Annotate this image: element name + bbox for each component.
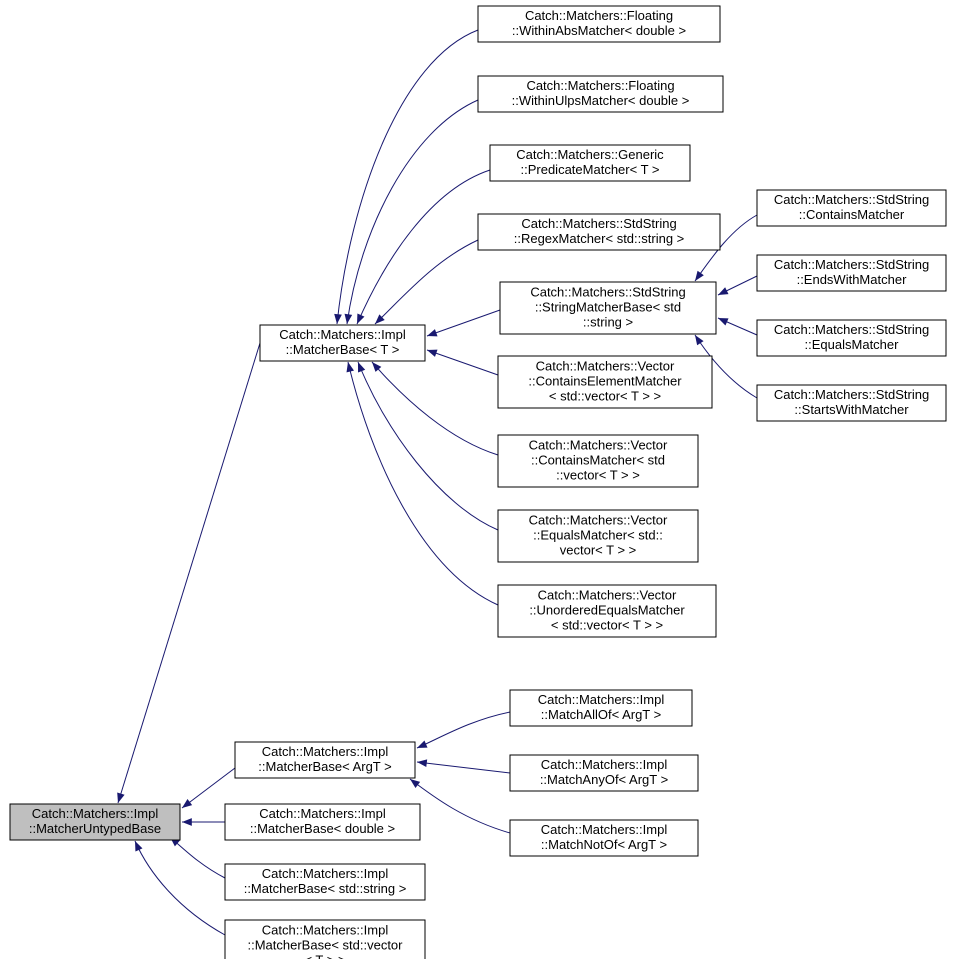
node-regex[interactable]: Catch::Matchers::StdString::RegexMatcher… bbox=[478, 214, 720, 250]
edge-strb-to-mbT bbox=[427, 310, 500, 336]
node-label: Catch::Matchers::Vector bbox=[529, 437, 668, 452]
node-label: ::ContainsMatcher< std bbox=[531, 452, 665, 467]
node-mall[interactable]: Catch::Matchers::Impl::MatchAllOf< ArgT … bbox=[510, 690, 692, 726]
node-label: Catch::Matchers::Vector bbox=[536, 358, 675, 373]
node-label: vector< T > > bbox=[560, 542, 636, 557]
node-sends[interactable]: Catch::Matchers::StdString::EndsWithMatc… bbox=[757, 255, 946, 291]
node-label: ::MatcherBase< double > bbox=[250, 821, 395, 836]
node-label: ::WithinUlpsMatcher< double > bbox=[512, 93, 690, 108]
edge-velem-to-mbT bbox=[427, 350, 498, 375]
node-mbStr[interactable]: Catch::Matchers::Impl::MatcherBase< std:… bbox=[225, 864, 425, 900]
node-label: Catch::Matchers::Floating bbox=[525, 8, 673, 23]
node-label: Catch::Matchers::Impl bbox=[541, 757, 668, 772]
node-label: ::MatchAllOf< ArgT > bbox=[541, 707, 661, 722]
node-label: Catch::Matchers::StdString bbox=[530, 284, 685, 299]
node-label: ::EqualsMatcher bbox=[805, 337, 900, 352]
node-label: ::ContainsElementMatcher bbox=[528, 373, 682, 388]
edge-vueq-to-mbT bbox=[347, 362, 498, 605]
node-label: ::MatchNotOf< ArgT > bbox=[541, 837, 667, 852]
node-vueq[interactable]: Catch::Matchers::Vector::UnorderedEquals… bbox=[498, 585, 716, 637]
node-scont[interactable]: Catch::Matchers::StdString::ContainsMatc… bbox=[757, 190, 946, 226]
node-label: ::MatcherBase< std::string > bbox=[244, 881, 407, 896]
node-velem[interactable]: Catch::Matchers::Vector::ContainsElement… bbox=[498, 356, 712, 408]
node-label: ::MatcherBase< std::vector bbox=[248, 937, 404, 952]
node-label: ::WithinAbsMatcher< double > bbox=[512, 23, 686, 38]
node-label: Catch::Matchers::Vector bbox=[529, 512, 668, 527]
node-label: < T > > bbox=[304, 952, 345, 959]
node-label: Catch::Matchers::Impl bbox=[32, 806, 159, 821]
edge-sends-to-strb bbox=[718, 276, 757, 295]
node-label: ::MatcherUntypedBase bbox=[29, 821, 161, 836]
edge-regex-to-mbT bbox=[375, 240, 478, 324]
node-label: Catch::Matchers::Impl bbox=[259, 806, 386, 821]
node-label: ::RegexMatcher< std::string > bbox=[514, 231, 685, 246]
node-mbVec[interactable]: Catch::Matchers::Impl::MatcherBase< std:… bbox=[225, 920, 425, 959]
edge-mnot-to-mbArgT bbox=[410, 779, 510, 833]
node-label: Catch::Matchers::Impl bbox=[262, 922, 389, 937]
node-mbArgT[interactable]: Catch::Matchers::Impl::MatcherBase< ArgT… bbox=[235, 742, 415, 778]
node-label: < std::vector< T > > bbox=[549, 388, 661, 403]
node-label: Catch::Matchers::Impl bbox=[541, 822, 668, 837]
node-label: Catch::Matchers::StdString bbox=[774, 192, 929, 207]
node-mbT[interactable]: Catch::Matchers::Impl::MatcherBase< T > bbox=[260, 325, 425, 361]
node-label: ::EndsWithMatcher bbox=[797, 272, 907, 287]
node-label: ::StartsWithMatcher bbox=[794, 402, 909, 417]
node-label: ::UnorderedEqualsMatcher bbox=[529, 602, 685, 617]
node-label: Catch::Matchers::StdString bbox=[774, 322, 929, 337]
node-sstart[interactable]: Catch::Matchers::StdString::StartsWithMa… bbox=[757, 385, 946, 421]
node-label: Catch::Matchers::Impl bbox=[262, 744, 389, 759]
node-gpred[interactable]: Catch::Matchers::Generic::PredicateMatch… bbox=[490, 145, 690, 181]
edge-mbDbl-to-root bbox=[182, 818, 225, 826]
edge-many-to-mbArgT bbox=[417, 759, 510, 773]
node-label: Catch::Matchers::Generic bbox=[516, 147, 664, 162]
node-label: ::ContainsMatcher bbox=[799, 207, 905, 222]
node-label: Catch::Matchers::Impl bbox=[279, 327, 406, 342]
node-label: < std::vector< T > > bbox=[551, 617, 663, 632]
node-label: ::MatchAnyOf< ArgT > bbox=[540, 772, 668, 787]
node-mbDbl[interactable]: Catch::Matchers::Impl::MatcherBase< doub… bbox=[225, 804, 420, 840]
edge-mbVec-to-root bbox=[135, 841, 225, 935]
node-label: ::MatcherBase< T > bbox=[286, 342, 400, 357]
edge-f_ulps-to-mbT bbox=[345, 100, 478, 324]
node-mnot[interactable]: Catch::Matchers::Impl::MatchNotOf< ArgT … bbox=[510, 820, 698, 856]
node-label: Catch::Matchers::Vector bbox=[538, 587, 677, 602]
node-many[interactable]: Catch::Matchers::Impl::MatchAnyOf< ArgT … bbox=[510, 755, 698, 791]
edge-seq-to-strb bbox=[718, 318, 757, 335]
node-label: ::EqualsMatcher< std:: bbox=[533, 527, 663, 542]
node-vcont[interactable]: Catch::Matchers::Vector::ContainsMatcher… bbox=[498, 435, 698, 487]
edge-mall-to-mbArgT bbox=[417, 712, 510, 748]
node-label: Catch::Matchers::Impl bbox=[538, 692, 665, 707]
node-f_abs[interactable]: Catch::Matchers::Floating::WithinAbsMatc… bbox=[478, 6, 720, 42]
node-label: Catch::Matchers::StdString bbox=[774, 257, 929, 272]
edge-veq-to-mbT bbox=[358, 362, 498, 530]
node-seq[interactable]: Catch::Matchers::StdString::EqualsMatche… bbox=[757, 320, 946, 356]
node-label: ::PredicateMatcher< T > bbox=[521, 162, 660, 177]
node-label: Catch::Matchers::Impl bbox=[262, 866, 389, 881]
node-label: ::string > bbox=[583, 314, 633, 329]
node-veq[interactable]: Catch::Matchers::Vector::EqualsMatcher< … bbox=[498, 510, 698, 562]
edge-mbArgT-to-root bbox=[182, 768, 235, 808]
node-label: ::StringMatcherBase< std bbox=[535, 299, 681, 314]
node-label: Catch::Matchers::Floating bbox=[526, 78, 674, 93]
edge-mbT-to-root bbox=[117, 343, 260, 803]
node-label: Catch::Matchers::StdString bbox=[521, 216, 676, 231]
node-strb[interactable]: Catch::Matchers::StdString::StringMatche… bbox=[500, 282, 716, 334]
node-label: ::MatcherBase< ArgT > bbox=[258, 759, 391, 774]
node-root[interactable]: Catch::Matchers::Impl::MatcherUntypedBas… bbox=[10, 804, 180, 840]
edge-gpred-to-mbT bbox=[357, 170, 490, 324]
edge-vcont-to-mbT bbox=[372, 362, 498, 455]
node-f_ulps[interactable]: Catch::Matchers::Floating::WithinUlpsMat… bbox=[478, 76, 723, 112]
edge-mbStr-to-root bbox=[170, 837, 225, 878]
node-label: ::vector< T > > bbox=[556, 467, 640, 482]
node-label: Catch::Matchers::StdString bbox=[774, 387, 929, 402]
